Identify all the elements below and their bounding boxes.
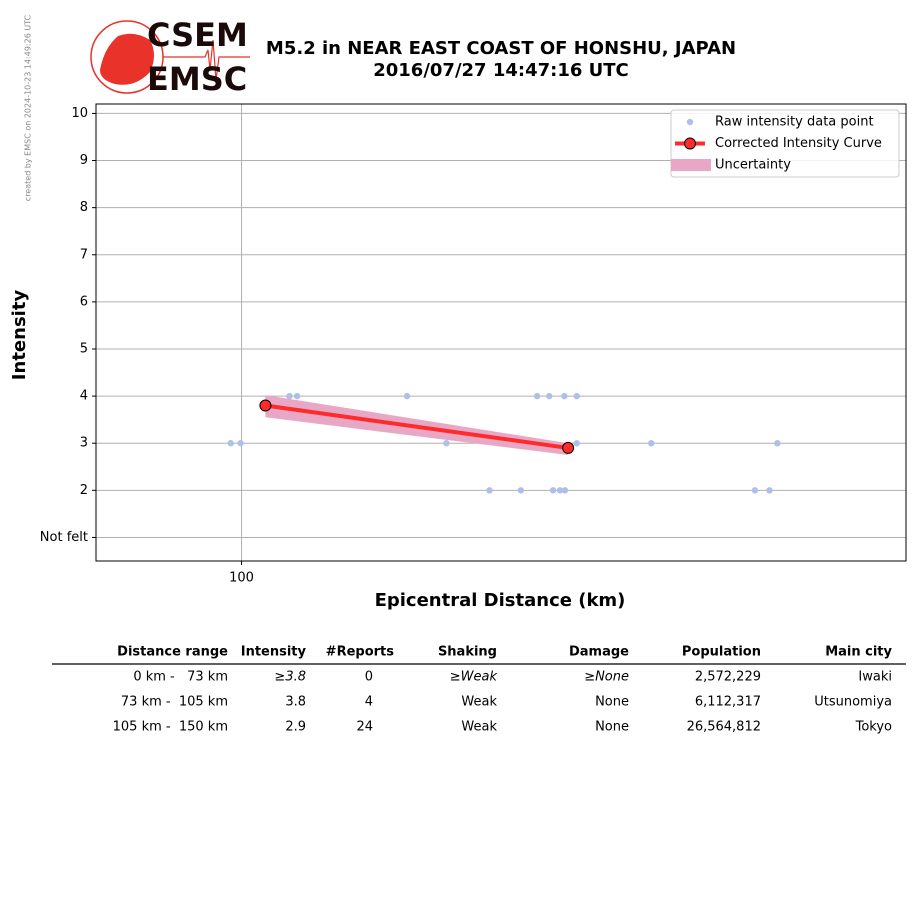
x-tick-label: 100 bbox=[229, 571, 254, 586]
plot-frame bbox=[95, 103, 907, 562]
table-cell: 0 bbox=[365, 670, 373, 685]
data-point bbox=[486, 487, 493, 494]
y-tick-label: 9 bbox=[80, 153, 88, 168]
y-axis-label: Intensity bbox=[9, 290, 30, 381]
table-cell: None bbox=[595, 720, 629, 735]
curve-marker bbox=[259, 399, 272, 412]
data-point bbox=[751, 487, 759, 494]
credit: created by EMSC on 2024-10-23 14:49:26 U… bbox=[24, 14, 33, 201]
data-point bbox=[227, 440, 234, 447]
table-cell: 73 km - 105 km bbox=[121, 695, 228, 710]
legend-label: Raw intensity data point bbox=[715, 115, 874, 130]
curve-marker bbox=[562, 441, 575, 454]
data-point bbox=[556, 487, 564, 494]
chart-title: M5.2 in NEAR EAST COAST OF HONSHU, JAPAN bbox=[266, 38, 736, 59]
legend-label: Corrected Intensity Curve bbox=[715, 136, 882, 151]
table-header: Shaking bbox=[438, 645, 497, 660]
data-point bbox=[573, 440, 580, 447]
table-header: Distance range bbox=[117, 645, 228, 660]
table-cell: Weak bbox=[461, 695, 497, 710]
table: Distance range Intensity #Reports Shaking Da… bbox=[52, 645, 906, 735]
data-point bbox=[293, 392, 301, 400]
data-point bbox=[561, 392, 568, 400]
legend-swatch bbox=[684, 137, 696, 150]
logo-bottom: EMSC bbox=[147, 60, 247, 98]
x-axis-label: Epicentral Distance (km) bbox=[375, 590, 626, 611]
table-header: Main city bbox=[825, 645, 892, 660]
y-tick-label: 6 bbox=[80, 294, 88, 309]
y-tick-label: 3 bbox=[80, 436, 88, 451]
legend-swatch bbox=[671, 159, 711, 171]
curve bbox=[265, 403, 569, 450]
table-cell: 0 km - 73 km bbox=[133, 670, 228, 685]
y-tick-label: 7 bbox=[80, 247, 88, 262]
data-point bbox=[237, 440, 244, 447]
y-tick-label: 5 bbox=[80, 341, 88, 356]
y-tick-label: Not felt bbox=[40, 530, 88, 545]
data-point bbox=[549, 487, 557, 494]
y-tick-label: 10 bbox=[71, 106, 88, 121]
table-cell: 3.8 bbox=[285, 695, 306, 710]
y-tick-label: 2 bbox=[80, 483, 88, 498]
data-point bbox=[774, 440, 781, 447]
table-cell: 6,112,317 bbox=[695, 695, 761, 710]
table-cell: Weak bbox=[461, 720, 497, 735]
y-tick-label: 8 bbox=[80, 200, 88, 215]
table-cell: 2,572,229 bbox=[695, 670, 761, 685]
table-cell: ≥Weak bbox=[450, 670, 498, 685]
table-header: Intensity bbox=[241, 645, 307, 660]
data-point bbox=[403, 392, 411, 400]
data-point bbox=[533, 392, 541, 400]
table-cell: 105 km - 150 km bbox=[113, 720, 228, 735]
table-cell: Iwaki bbox=[858, 670, 892, 685]
logo-seismogram bbox=[163, 39, 250, 81]
data-point bbox=[573, 392, 580, 400]
data-point bbox=[517, 487, 525, 494]
logo-map bbox=[100, 33, 154, 85]
chart-subtitle: 2016/07/27 14:47:16 UTC bbox=[373, 60, 629, 81]
data-point bbox=[546, 392, 553, 400]
table-cell: 24 bbox=[356, 720, 373, 735]
table-cell: Utsunomiya bbox=[814, 695, 892, 710]
data-point bbox=[443, 440, 450, 447]
y-tick-label: 4 bbox=[80, 389, 88, 404]
table-cell: Tokyo bbox=[855, 720, 892, 735]
table-cell: ≥3.8 bbox=[274, 670, 306, 685]
table-header: #Reports bbox=[326, 645, 395, 660]
table-cell: 4 bbox=[365, 695, 373, 710]
data-point bbox=[648, 440, 655, 447]
plot: Not felt 2 3 4 5 6 7 8 9 10 100 Raw intensity data … bbox=[40, 103, 907, 586]
table-cell: None bbox=[595, 695, 629, 710]
table-cell: 26,564,812 bbox=[687, 720, 761, 735]
legend-box bbox=[670, 109, 900, 178]
table-header: Population bbox=[682, 645, 761, 660]
table-cell: 2.9 bbox=[285, 720, 306, 735]
data-point bbox=[766, 487, 773, 494]
logo-top: CSEM bbox=[147, 16, 248, 54]
data-point bbox=[561, 487, 569, 494]
legend-swatch bbox=[686, 118, 694, 126]
legend-label: Uncertainty bbox=[715, 158, 791, 173]
logo: CSEM EMSC bbox=[90, 16, 250, 98]
data-point bbox=[286, 392, 293, 400]
table-cell: ≥None bbox=[584, 670, 629, 685]
table-header: Damage bbox=[569, 645, 629, 660]
